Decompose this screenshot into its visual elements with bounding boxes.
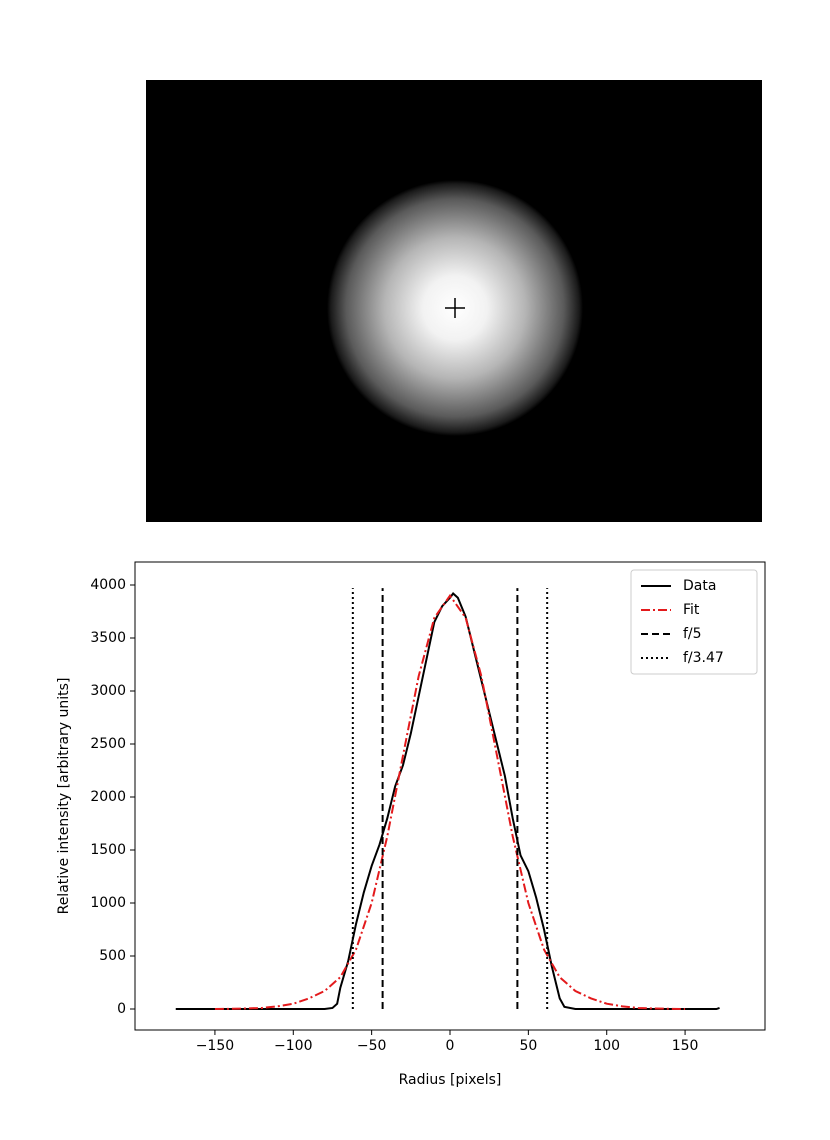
y-tick-label: 2000 [90, 789, 126, 805]
y-tick-label: 1000 [90, 895, 126, 911]
series-line [214, 593, 686, 1011]
series-line [381, 588, 519, 1010]
x-tick-label: −50 [357, 1038, 387, 1054]
series-line [351, 588, 549, 1010]
y-axis-label: Relative intensity [arbitrary units] [56, 678, 72, 915]
profile-chart: −150 −100 −50 0 50 100 15005001000150020002500… [90, 561, 766, 1054]
legend-label: f/3.47 [683, 650, 724, 666]
legend-label: Fit [683, 602, 700, 618]
beam-image [146, 80, 762, 522]
y-tick-label: 2500 [90, 736, 126, 752]
y-tick-label: 3500 [90, 630, 126, 646]
x-tick-label: −100 [274, 1038, 312, 1054]
x-tick-label: −150 [196, 1038, 234, 1054]
x-axis-label: Radius [pixels] [399, 1072, 502, 1088]
y-tick-label: 1500 [90, 842, 126, 858]
plot-frame [134, 561, 766, 1031]
y-tick-label: 3000 [90, 683, 126, 699]
x-tick-label: 50 [519, 1038, 537, 1054]
y-tick-label: 4000 [90, 577, 126, 593]
y-tick-label: 0 [117, 1001, 126, 1017]
x-tick-label: 150 [672, 1038, 699, 1054]
legend-box [630, 569, 758, 675]
legend-label: Data [683, 578, 716, 594]
x-tick-label: 100 [593, 1038, 620, 1054]
series-line [175, 592, 720, 1011]
y-tick-label: 500 [99, 948, 126, 964]
x-tick-label: 0 [446, 1038, 455, 1054]
legend-label: f/5 [683, 626, 702, 642]
